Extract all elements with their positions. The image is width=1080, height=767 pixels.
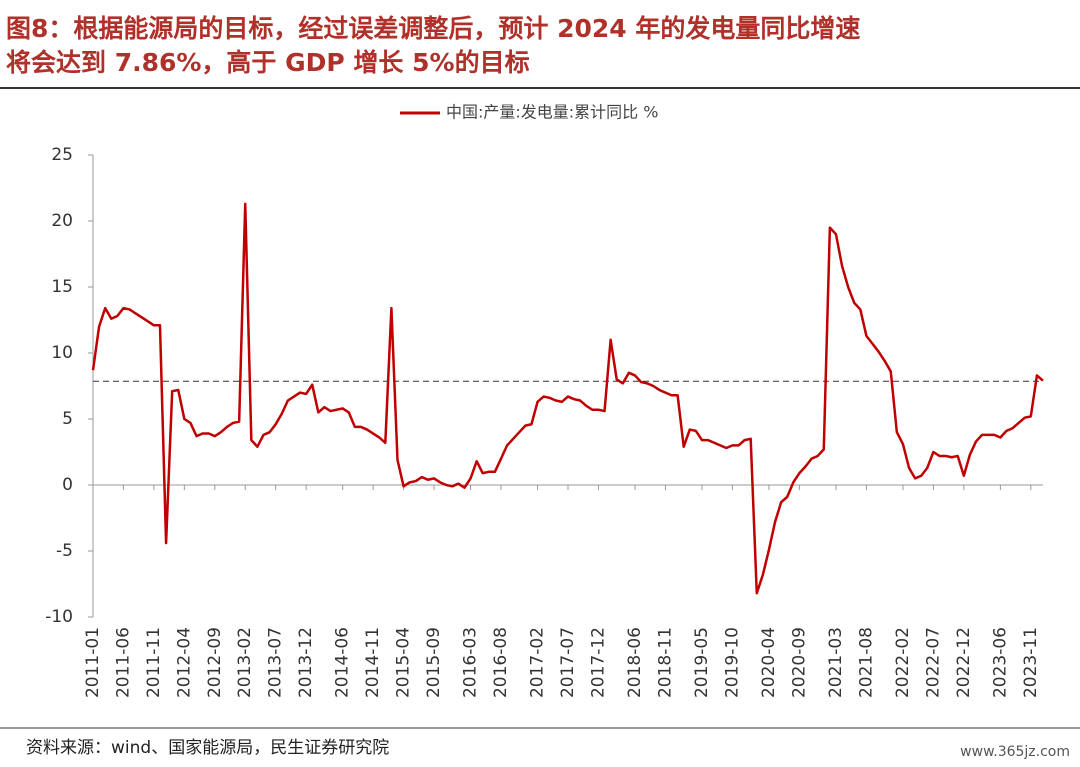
x-tick-label: 2011-06 bbox=[113, 627, 133, 698]
chart-title: 图8：根据能源局的目标，经过误差调整后，预计 2024 年的发电量同比增速 bbox=[6, 14, 860, 43]
x-tick-label: 2022-12 bbox=[954, 627, 974, 698]
legend-label: 中国:产量:发电量:累计同比 % bbox=[446, 103, 658, 122]
x-tick-label: 2023-06 bbox=[990, 627, 1010, 698]
x-tick-label: 2017-07 bbox=[558, 627, 578, 698]
x-tick-label: 2022-02 bbox=[893, 627, 913, 698]
chart-title: 将会达到 7.86%，高于 GDP 增长 5%的目标 bbox=[6, 48, 530, 77]
y-tick-label: -10 bbox=[45, 607, 73, 627]
x-tick-label: 2013-02 bbox=[235, 627, 255, 698]
x-tick-label: 2023-11 bbox=[1021, 627, 1041, 698]
x-tick-label: 2011-11 bbox=[144, 627, 164, 698]
x-tick-label: 2016-08 bbox=[491, 627, 511, 698]
source: 资料来源：wind、国家能源局，民生证券研究院 bbox=[26, 738, 389, 758]
y-tick-label: 5 bbox=[62, 409, 73, 429]
y-tick-label: 25 bbox=[51, 145, 73, 165]
x-tick-label: 2013-12 bbox=[296, 627, 316, 698]
x-tick-label: 2021-03 bbox=[826, 627, 846, 698]
x-tick-label: 2014-06 bbox=[333, 627, 353, 698]
y-tick-label: 0 bbox=[62, 475, 73, 495]
x-tick-label: 2012-04 bbox=[174, 627, 194, 698]
x-tick-label: 2019-05 bbox=[692, 627, 712, 698]
y-tick-label: 20 bbox=[51, 211, 73, 231]
data-line bbox=[91, 202, 1044, 595]
x-tick-label: 2017-02 bbox=[528, 627, 548, 698]
x-tick-label: 2016-03 bbox=[461, 627, 481, 698]
x-tick-label: 2012-09 bbox=[205, 627, 225, 698]
x-tick-label: 2018-11 bbox=[655, 627, 675, 698]
x-tick-label: 2011-01 bbox=[83, 627, 103, 698]
y-tick-label: 15 bbox=[51, 277, 73, 297]
x-tick-label: 2015-04 bbox=[394, 627, 414, 698]
x-tick-label: 2022-07 bbox=[923, 627, 943, 698]
x-tick-label: 2018-06 bbox=[625, 627, 645, 698]
x-tick-label: 2020-09 bbox=[789, 627, 809, 698]
x-tick-label: 2013-07 bbox=[266, 627, 286, 698]
y-tick-label: 10 bbox=[51, 343, 73, 363]
y-tick-label: -5 bbox=[56, 541, 73, 561]
x-tick-label: 2021-08 bbox=[856, 627, 876, 698]
x-tick-label: 2019-10 bbox=[722, 627, 742, 698]
x-tick-label: 2017-12 bbox=[588, 627, 608, 698]
watermark: www.365jz.com bbox=[960, 744, 1070, 760]
x-tick-label: 2020-04 bbox=[759, 627, 779, 698]
x-tick-label: 2015-09 bbox=[424, 627, 444, 698]
x-tick-label: 2014-11 bbox=[363, 627, 383, 698]
